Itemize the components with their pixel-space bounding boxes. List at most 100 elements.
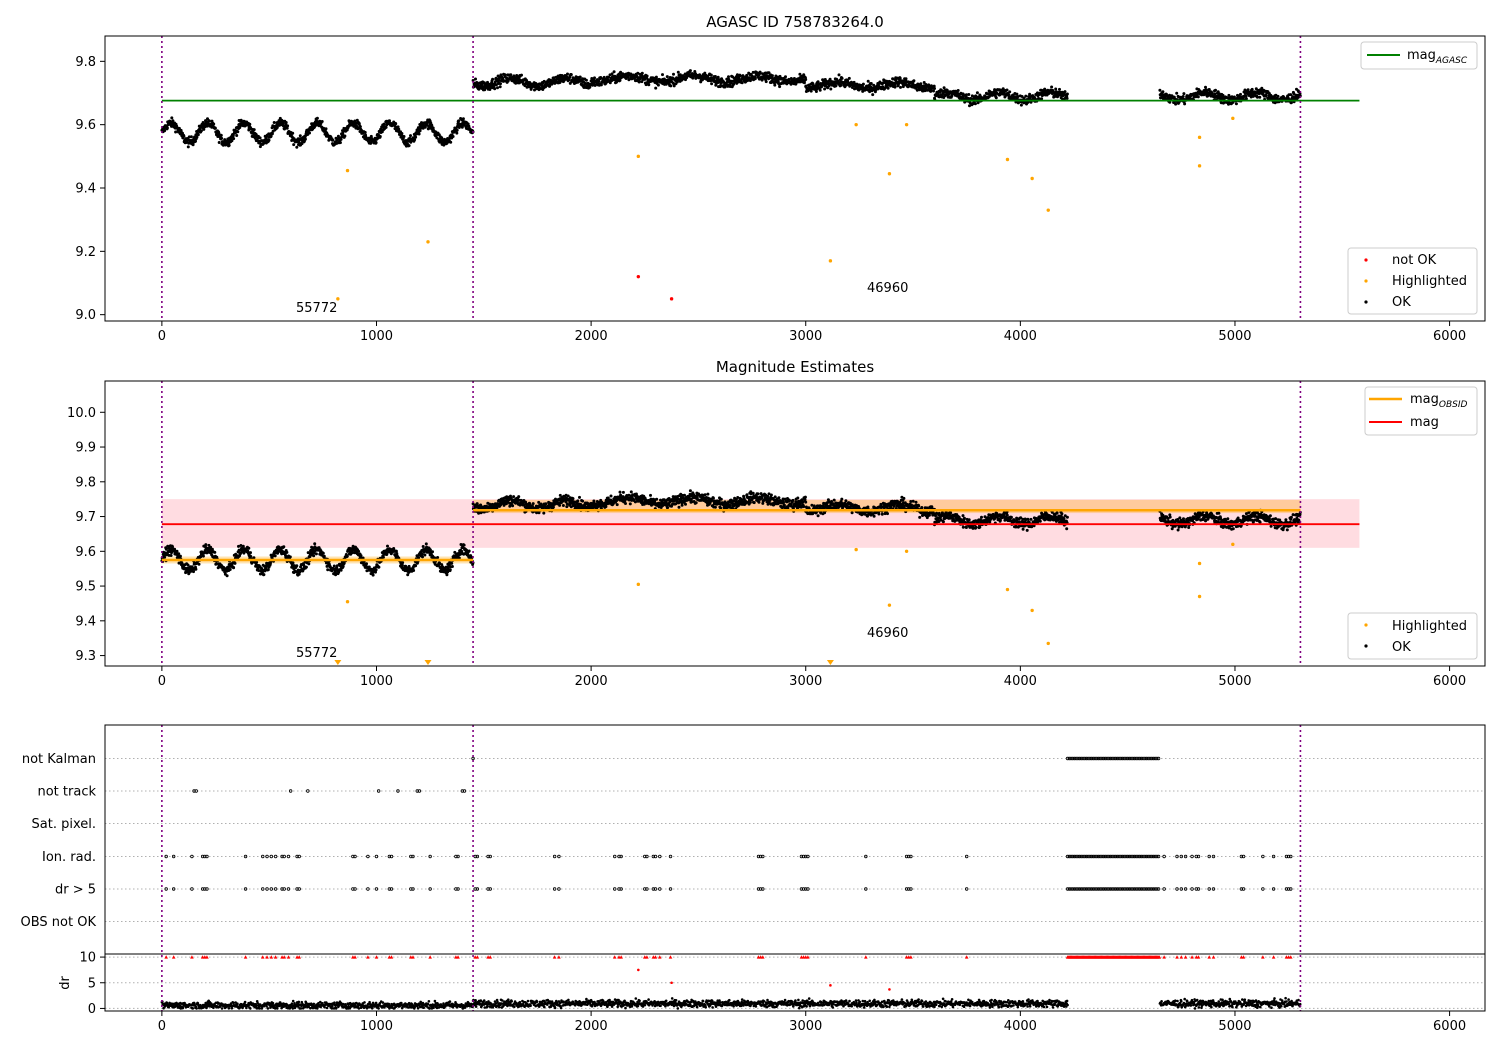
ok-point — [230, 139, 234, 143]
ok-point — [423, 553, 427, 557]
ok-point — [837, 73, 841, 77]
ok-point — [592, 499, 596, 503]
ok-point — [758, 71, 762, 75]
ok-point — [191, 143, 195, 147]
ok-point — [493, 87, 497, 91]
ok-point — [298, 134, 302, 138]
magnitude-panel: Magnitude Estimates 9.39.49.59.69.79.89.… — [67, 358, 1486, 689]
ok-point — [175, 549, 179, 553]
agasc-panel: AGASC ID 758783264.0 9.09.29.49.69.80 100… — [75, 13, 1486, 344]
ok-point — [382, 122, 386, 126]
ok-point — [745, 73, 749, 77]
ok-point — [511, 504, 515, 508]
ok-point — [201, 554, 205, 558]
ok-point — [358, 125, 362, 129]
highlighted-point — [1197, 164, 1202, 168]
ok-point — [449, 140, 453, 144]
ok-point — [753, 77, 757, 81]
legend-highlighted: Highlighted — [1392, 274, 1467, 289]
ok-point — [331, 138, 335, 142]
ok-point — [247, 546, 251, 550]
ok-point — [273, 554, 277, 558]
ok-point — [503, 73, 507, 77]
ok-point — [262, 573, 266, 577]
ok-point — [804, 500, 808, 504]
ok-point — [773, 83, 777, 87]
ok-point — [571, 497, 575, 501]
ok-point — [1196, 95, 1200, 99]
ok-point — [396, 125, 400, 129]
ok-point — [737, 77, 741, 81]
x-tick-label: 6000 — [1433, 329, 1466, 344]
ok-point — [295, 564, 299, 568]
ok-point — [339, 137, 343, 141]
ok-point — [656, 83, 660, 87]
ok-point — [893, 85, 897, 89]
highlighted-point — [904, 122, 909, 127]
ok-point — [308, 131, 311, 135]
ok-point — [213, 550, 217, 554]
highlighted-point — [636, 154, 641, 159]
ok-point — [778, 85, 782, 89]
ok-point — [225, 574, 229, 578]
ok-point — [680, 503, 684, 507]
ok-point — [619, 70, 623, 74]
ok-point — [649, 493, 652, 497]
ok-point — [509, 73, 513, 77]
ok-point — [520, 73, 523, 77]
legend-ok: OK — [1392, 295, 1411, 310]
ok-point — [424, 542, 428, 546]
ok-point — [407, 144, 411, 148]
ok-point — [608, 81, 612, 85]
ok-point — [496, 86, 499, 90]
ok-point — [1182, 92, 1186, 96]
ok-point — [866, 79, 870, 83]
ok-point — [886, 86, 890, 90]
ok-point — [199, 129, 203, 133]
ok-point — [818, 88, 822, 92]
ok-point — [703, 493, 707, 497]
ok-point — [861, 82, 865, 86]
ok-point — [374, 141, 378, 145]
ok-point — [413, 138, 417, 142]
ok-point — [713, 75, 717, 78]
ok-point — [1008, 90, 1012, 94]
ok-point — [1276, 94, 1280, 98]
ok-point — [514, 81, 518, 85]
ok-point — [578, 495, 581, 499]
ok-point — [165, 126, 169, 130]
ok-point — [417, 132, 421, 136]
ok-point — [212, 122, 216, 126]
ok-point — [272, 121, 276, 124]
ok-point — [566, 72, 569, 76]
ok-point — [315, 116, 319, 120]
ok-point — [684, 502, 687, 506]
ok-point — [709, 73, 713, 77]
ok-point — [467, 549, 471, 553]
ok-point — [1019, 103, 1023, 107]
legend-points: not OK Highlighted OK — [1347, 247, 1478, 315]
ok-point — [621, 490, 625, 494]
ok-point — [448, 568, 452, 572]
ok-point — [581, 499, 585, 503]
ok-point — [803, 495, 807, 499]
ok-point — [275, 126, 279, 129]
ok-point — [834, 84, 838, 88]
ok-point — [202, 127, 206, 131]
highlighted-point — [1005, 157, 1010, 162]
ok-point — [421, 555, 424, 559]
ok-point — [675, 80, 679, 84]
ok-point — [307, 562, 311, 566]
highlighted-point — [887, 172, 892, 176]
ok-point — [591, 83, 594, 87]
ok-point — [314, 552, 318, 556]
ok-point — [386, 544, 389, 548]
ok-point — [669, 84, 673, 88]
ok-point — [551, 505, 555, 509]
ok-point — [1158, 88, 1162, 92]
ok-point — [1058, 87, 1061, 91]
ok-point — [871, 93, 875, 97]
ok-point — [359, 554, 363, 558]
ok-point — [499, 82, 502, 86]
ok-point — [654, 75, 658, 79]
